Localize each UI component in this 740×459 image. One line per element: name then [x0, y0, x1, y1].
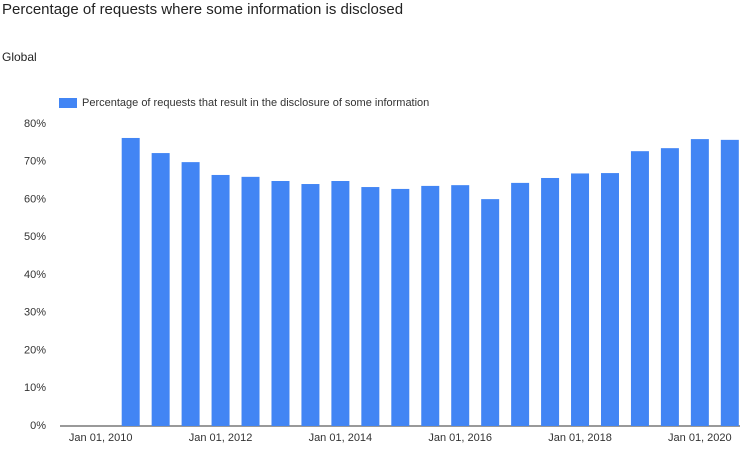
x-tick-label: Jan 01, 2010	[69, 432, 133, 444]
bar	[451, 185, 470, 426]
y-tick-label: 50%	[24, 231, 46, 243]
bar	[690, 139, 709, 426]
legend-swatch	[59, 98, 77, 108]
x-tick-label: Jan 01, 2014	[309, 432, 373, 444]
bar	[211, 174, 230, 426]
chart-subtitle: Global	[2, 50, 37, 64]
bar	[630, 151, 649, 426]
bar	[571, 173, 590, 426]
bar	[121, 137, 140, 426]
x-tick-label: Jan 01, 2020	[668, 432, 732, 444]
y-tick-label: 20%	[24, 344, 46, 356]
y-tick-label: 70%	[24, 156, 46, 168]
bar	[151, 153, 170, 426]
bar	[331, 181, 350, 426]
bar	[361, 187, 380, 426]
chart-title: Percentage of requests where some inform…	[2, 1, 403, 18]
bar	[541, 177, 560, 426]
bar	[301, 184, 320, 426]
bar	[511, 182, 530, 426]
bar	[481, 199, 500, 426]
bar	[391, 188, 410, 426]
bar	[241, 176, 260, 426]
y-tick-label: 40%	[24, 269, 46, 281]
x-tick-label: Jan 01, 2012	[189, 432, 253, 444]
x-tick-label: Jan 01, 2018	[548, 432, 612, 444]
bar	[181, 162, 200, 426]
x-tick-label: Jan 01, 2016	[428, 432, 492, 444]
bar	[421, 185, 440, 426]
bar	[600, 173, 619, 426]
bar	[720, 139, 739, 427]
y-tick-label: 0%	[30, 420, 46, 432]
y-tick-label: 80%	[24, 118, 46, 130]
y-tick-label: 60%	[24, 193, 46, 205]
y-tick-label: 10%	[24, 382, 46, 394]
bar	[660, 148, 679, 426]
legend-label: Percentage of requests that result in th…	[82, 97, 429, 109]
y-tick-label: 30%	[24, 307, 46, 319]
bar	[271, 181, 290, 426]
